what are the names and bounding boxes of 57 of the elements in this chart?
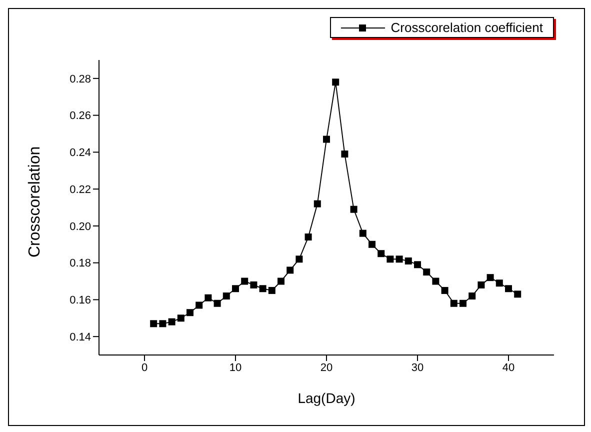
y-tick-label: 0.24	[70, 147, 91, 160]
legend-label: Crosscorelation coefficient	[390, 20, 543, 35]
point	[222, 292, 230, 300]
point	[232, 285, 239, 292]
point	[250, 281, 258, 288]
point	[505, 285, 512, 292]
point	[450, 300, 458, 307]
y-axis-title: Crosscorelation	[26, 146, 44, 258]
point	[460, 300, 466, 307]
point	[441, 286, 448, 294]
point	[423, 268, 430, 276]
point	[386, 256, 394, 263]
point	[332, 78, 340, 86]
point	[241, 278, 248, 285]
y-tick-label: 0.14	[70, 331, 91, 344]
point	[214, 300, 221, 307]
point	[259, 285, 266, 292]
y-tick-label: 0.22	[70, 184, 91, 196]
y-tick-label: 0.16	[70, 294, 91, 307]
point	[359, 230, 366, 237]
point	[168, 318, 176, 326]
point	[432, 278, 440, 285]
point	[486, 274, 494, 282]
point	[314, 200, 321, 208]
point	[404, 257, 412, 264]
point	[296, 256, 303, 263]
x-axis-title: Lag(Day)	[298, 390, 356, 406]
point	[323, 136, 330, 143]
point	[378, 250, 385, 258]
point	[496, 280, 503, 287]
y-tick-label: 0.20	[70, 220, 91, 233]
x-tick-label: 0	[141, 362, 148, 374]
point	[414, 261, 421, 268]
point	[478, 281, 485, 288]
point	[304, 234, 312, 240]
point	[368, 240, 376, 248]
point	[150, 320, 158, 328]
x-tick-label: 10	[229, 362, 242, 374]
x-tick-label: 40	[502, 362, 515, 374]
point	[396, 256, 403, 263]
point	[159, 320, 166, 328]
point	[196, 302, 203, 309]
point	[268, 286, 276, 294]
point	[468, 292, 476, 300]
point	[204, 294, 212, 302]
y-tick-label: 0.18	[70, 258, 91, 270]
y-tick-label: 0.26	[70, 110, 91, 122]
x-tick-label: 30	[411, 362, 424, 374]
point	[350, 206, 358, 213]
point	[177, 314, 184, 322]
point	[278, 278, 284, 285]
point	[186, 309, 194, 316]
point	[341, 150, 348, 158]
point	[514, 290, 522, 298]
point	[286, 266, 294, 274]
y-tick-label: 0.28	[70, 73, 91, 86]
x-tick-label: 20	[320, 362, 333, 374]
